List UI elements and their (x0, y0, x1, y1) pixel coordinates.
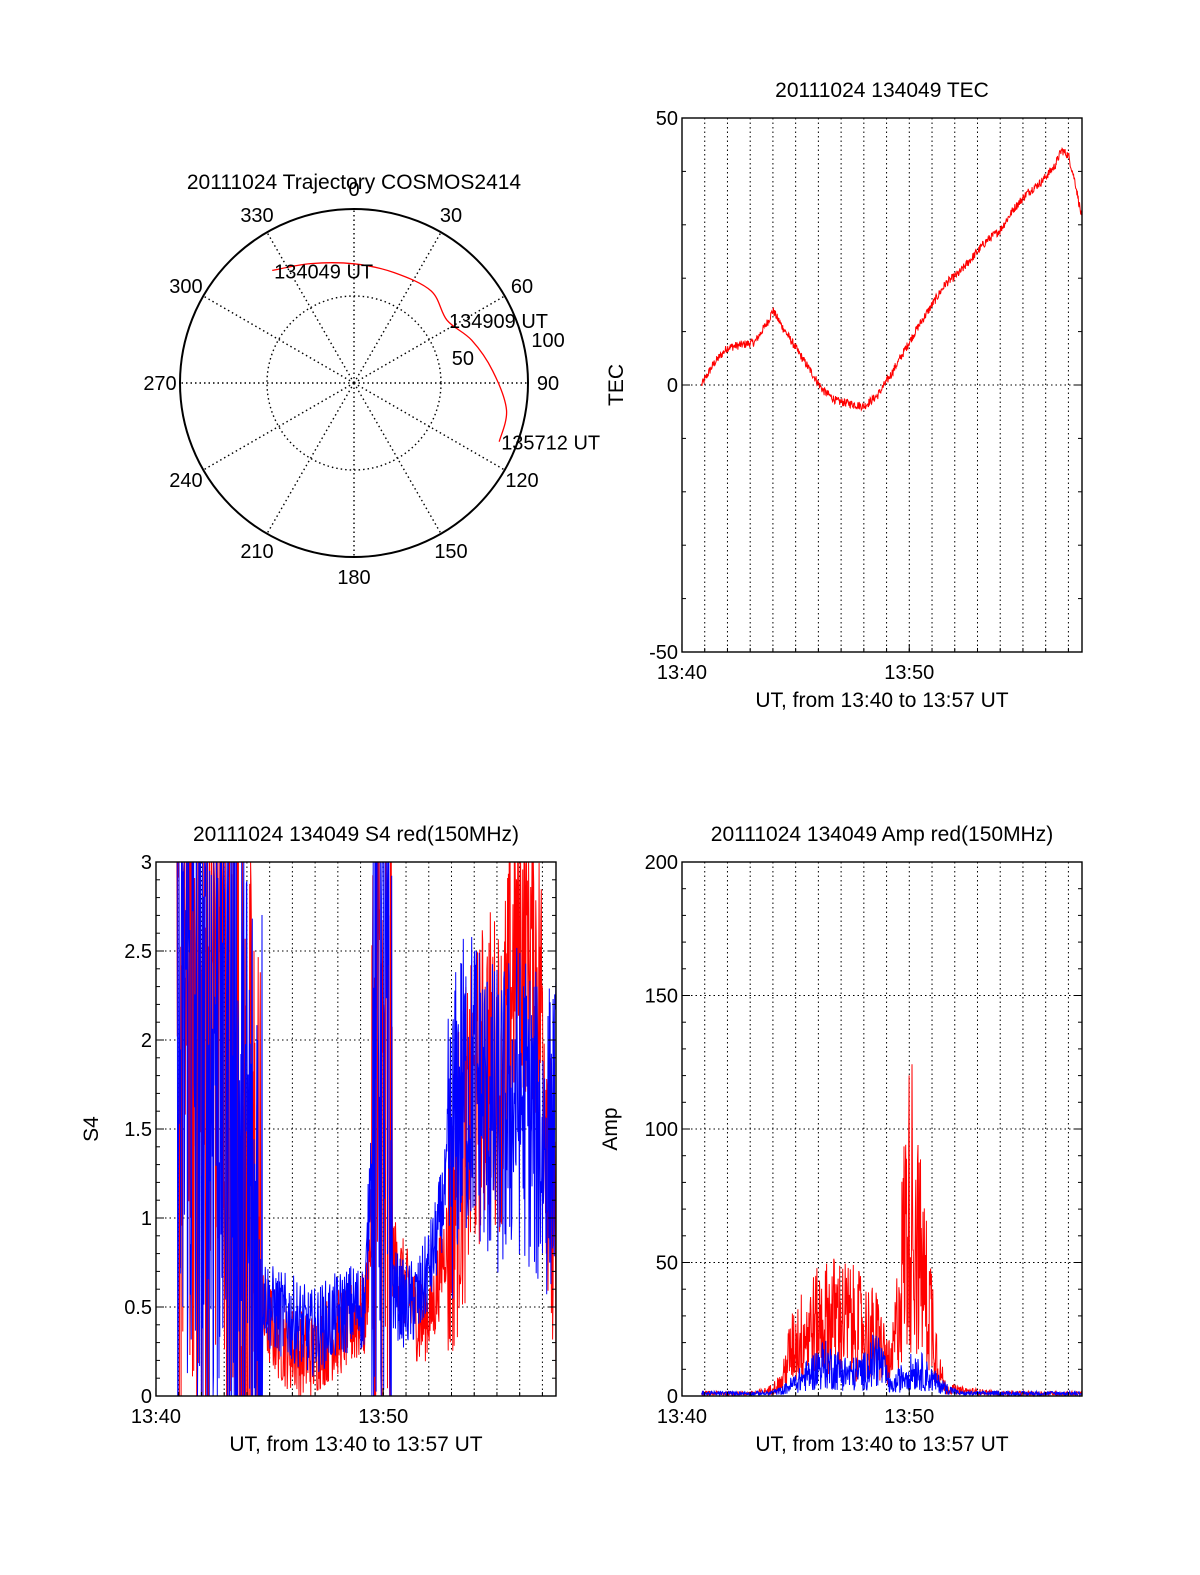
y-tick-label: 150 (645, 986, 678, 1008)
polar-angle-label: 60 (511, 276, 533, 298)
y-axis-label: Amp (599, 1107, 622, 1150)
x-tick-label: 13:50 (884, 662, 934, 684)
y-tick-label: 100 (645, 1119, 678, 1141)
y-tick-label: 0 (141, 1386, 152, 1408)
y-tick-label: 200 (645, 852, 678, 874)
x-tick-label: 13:40 (657, 1406, 707, 1428)
polar-spoke (202, 382, 355, 471)
chart-title: 20111024 134049 Amp red(150MHz) (711, 823, 1053, 846)
y-tick-label: 2.5 (124, 941, 152, 963)
x-tick-label: 13:40 (657, 662, 707, 684)
trajectory-time-label: 134909 UT (449, 311, 548, 333)
trajectory-time-label: 134049 UT (274, 261, 373, 283)
s4-chart: 20111024 134049 S4 red(150MHz) 0 0.5 1 1.5 2 2… (80, 823, 557, 1456)
x-axis-label: UT, from 13:40 to 13:57 UT (755, 689, 1008, 712)
polar-spoke (353, 382, 442, 535)
chart-title: 20111024 134049 S4 red(150MHz) (193, 823, 519, 846)
polar-angle-label: 180 (337, 567, 370, 589)
polar-angle-label: 300 (169, 276, 202, 298)
chart-title: 20111024 134049 TEC (775, 79, 989, 102)
series-line-1 (701, 147, 1083, 412)
y-tick-label: 50 (656, 1253, 678, 1275)
y-tick-label: 1.5 (124, 1119, 152, 1141)
y-axis-label: TEC (605, 364, 628, 406)
chart-title: 20111024 Trajectory COSMOS2414 (187, 171, 522, 194)
x-tick-label: 13:40 (131, 1406, 181, 1428)
y-tick-label: 2 (141, 1030, 152, 1052)
x-axis-label: UT, from 13:40 to 13:57 UT (755, 1433, 1008, 1456)
polar-spoke (353, 231, 442, 384)
tec-chart: 20111024 134049 TEC -50 0 50 13:40 13:50 UT, f… (605, 79, 1083, 712)
polar-spoke (266, 231, 355, 384)
polar-angle-label: 120 (505, 470, 538, 492)
polar-angle-label: 330 (240, 205, 273, 227)
trajectory-time-label: 135712 UT (501, 433, 600, 455)
x-axis-label: UT, from 13:40 to 13:57 UT (229, 1433, 482, 1456)
y-tick-label: 0 (667, 375, 678, 397)
y-tick-label: 3 (141, 852, 152, 874)
polar-spoke (353, 295, 506, 384)
y-tick-label: 0.5 (124, 1297, 152, 1319)
polar-angle-label: 210 (240, 541, 273, 563)
polar-spoke (353, 382, 506, 471)
x-tick-label: 13:50 (884, 1406, 934, 1428)
series-line-2 (176, 861, 557, 1397)
y-tick-label: 1 (141, 1208, 152, 1230)
polar-angle-label: 240 (169, 470, 202, 492)
x-tick-label: 13:50 (358, 1406, 408, 1428)
series-line-2 (701, 1334, 1083, 1398)
y-tick-label: -50 (649, 642, 678, 664)
polar-angle-label: 0 (348, 179, 359, 201)
polar-spoke (202, 295, 355, 384)
polar-radius-label: 100 (531, 330, 564, 352)
y-tick-label: 0 (667, 1386, 678, 1408)
polar-angle-label: 150 (434, 541, 467, 563)
trajectory-line (272, 262, 508, 442)
y-axis-label: S4 (80, 1116, 103, 1142)
polar-angle-label: 270 (143, 373, 176, 395)
polar-spoke (266, 382, 355, 535)
polar-outer-circle (179, 208, 529, 558)
series-line-1 (701, 1064, 1083, 1398)
polar-radius-label: 50 (452, 348, 474, 370)
polar-angle-label: 90 (537, 373, 559, 395)
amp-chart: 20111024 134049 Amp red(150MHz) 0 50 100 150… (599, 823, 1083, 1456)
polar-angle-label: 30 (440, 205, 462, 227)
y-tick-label: 50 (656, 108, 678, 130)
